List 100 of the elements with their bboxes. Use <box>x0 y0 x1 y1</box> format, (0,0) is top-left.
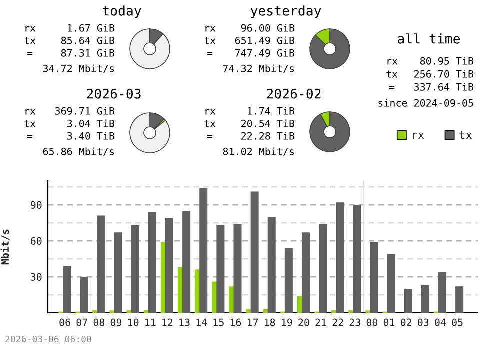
text: tx <box>24 120 36 128</box>
x-tick-label: 21 <box>316 318 326 326</box>
bar <box>229 286 234 313</box>
x-tick-label: 14 <box>196 318 208 326</box>
bar <box>165 218 174 313</box>
x-tick-label: 15 <box>214 318 224 326</box>
text: since 2024-09-05 <box>378 99 474 107</box>
text: 85.64 GiB <box>61 36 115 44</box>
text: 337.64 TiB <box>414 83 474 91</box>
bar <box>438 272 447 313</box>
bar <box>80 277 88 313</box>
text: 369.71 GiB <box>55 107 115 115</box>
text: all time <box>398 34 460 44</box>
chart-title: 2026-02 <box>267 88 321 99</box>
chart-title: 2026-03 <box>87 88 141 99</box>
bar <box>297 296 302 313</box>
x-tick-label: 03 <box>418 318 429 326</box>
x-tick-label: 01 <box>384 318 395 326</box>
x-tick-label: 22 <box>332 318 344 326</box>
bar <box>421 285 430 313</box>
text: 2026-03-06 06:00 <box>6 336 92 343</box>
text: rx <box>26 26 36 32</box>
bar <box>212 282 218 313</box>
text: 651.49 GiB <box>235 36 295 44</box>
legend-label: rx <box>413 132 424 140</box>
bar <box>114 232 122 313</box>
x-tick-label: 06 <box>60 318 70 326</box>
text: 747.49 GiB <box>235 49 295 57</box>
legend-label: tx <box>460 131 472 140</box>
bar <box>336 202 344 313</box>
bar <box>404 289 412 313</box>
bar <box>234 224 242 313</box>
text: 65.86 Mbit/s <box>43 148 114 156</box>
x-tick-label: 13 <box>180 318 190 326</box>
text: 3.04 TiB <box>68 120 115 128</box>
x-tick-label: 19 <box>282 318 292 326</box>
x-tick-label: 20 <box>298 318 310 326</box>
x-tick-label: 12 <box>162 318 173 326</box>
bar <box>148 212 156 313</box>
x-tick-label: 02 <box>400 318 412 326</box>
text: tx <box>24 37 36 44</box>
x-tick-label: 16 <box>230 318 242 326</box>
text: tx <box>204 120 216 128</box>
x-tick-label: 08 <box>94 318 105 326</box>
x-tick-label: 09 <box>110 318 122 326</box>
bar <box>302 232 310 313</box>
text: rx <box>206 26 216 32</box>
bar <box>250 192 259 313</box>
bar <box>246 309 252 313</box>
bar <box>284 248 293 313</box>
text: 87.31 GiB <box>61 49 115 57</box>
x-tick-label: 11 <box>146 318 156 326</box>
x-tick-label: 05 <box>452 318 463 326</box>
text: 20.54 TiB <box>242 120 295 128</box>
text: 81.02 Mbit/s <box>223 148 294 156</box>
y-tick-label: 30 <box>31 273 42 281</box>
text: 96.00 GiB <box>241 24 295 32</box>
y-axis-title: Mbit/s <box>0 230 10 265</box>
y-tick-label: 90 <box>31 201 42 209</box>
x-tick-label: 07 <box>76 318 88 326</box>
bar <box>456 286 464 313</box>
text: 80.95 TiB <box>420 57 474 65</box>
text: = <box>207 135 213 138</box>
text: 22.28 TiB <box>242 132 295 140</box>
text: 1.74 TiB <box>248 107 295 115</box>
text: rx <box>388 59 398 65</box>
bar <box>319 224 328 313</box>
bar <box>268 217 276 313</box>
text: tx <box>204 37 216 44</box>
x-tick-label: 18 <box>265 318 276 326</box>
donut-slice <box>310 28 350 70</box>
text: tx <box>386 70 398 78</box>
text: = <box>27 135 33 138</box>
text: 1.67 GiB <box>68 24 115 32</box>
bar <box>370 242 378 313</box>
x-tick-label: 04 <box>435 318 446 326</box>
bar <box>353 205 362 313</box>
bar <box>216 225 225 313</box>
bar <box>195 270 200 313</box>
chart-title: today <box>102 6 142 18</box>
x-tick-label: 23 <box>350 318 360 326</box>
bar <box>182 211 191 313</box>
y-tick-label: 60 <box>31 237 42 245</box>
text: 74.32 Mbit/s <box>223 64 294 74</box>
x-tick-label: 10 <box>128 318 139 326</box>
bar <box>387 254 396 313</box>
bar <box>131 225 140 313</box>
text: = <box>27 52 33 56</box>
donut-slice <box>310 112 350 152</box>
chart-title: yesterday <box>250 6 322 18</box>
bar <box>160 242 166 313</box>
x-tick-label: 17 <box>248 318 258 326</box>
bar <box>200 188 208 313</box>
text: = <box>207 52 213 56</box>
bar <box>178 267 183 313</box>
text: 3.40 TiB <box>68 132 115 140</box>
text: 256.70 TiB <box>414 70 474 78</box>
x-tick-label: 00 <box>366 318 378 326</box>
bar <box>97 216 106 313</box>
text: 34.72 Mbit/s <box>43 64 114 74</box>
